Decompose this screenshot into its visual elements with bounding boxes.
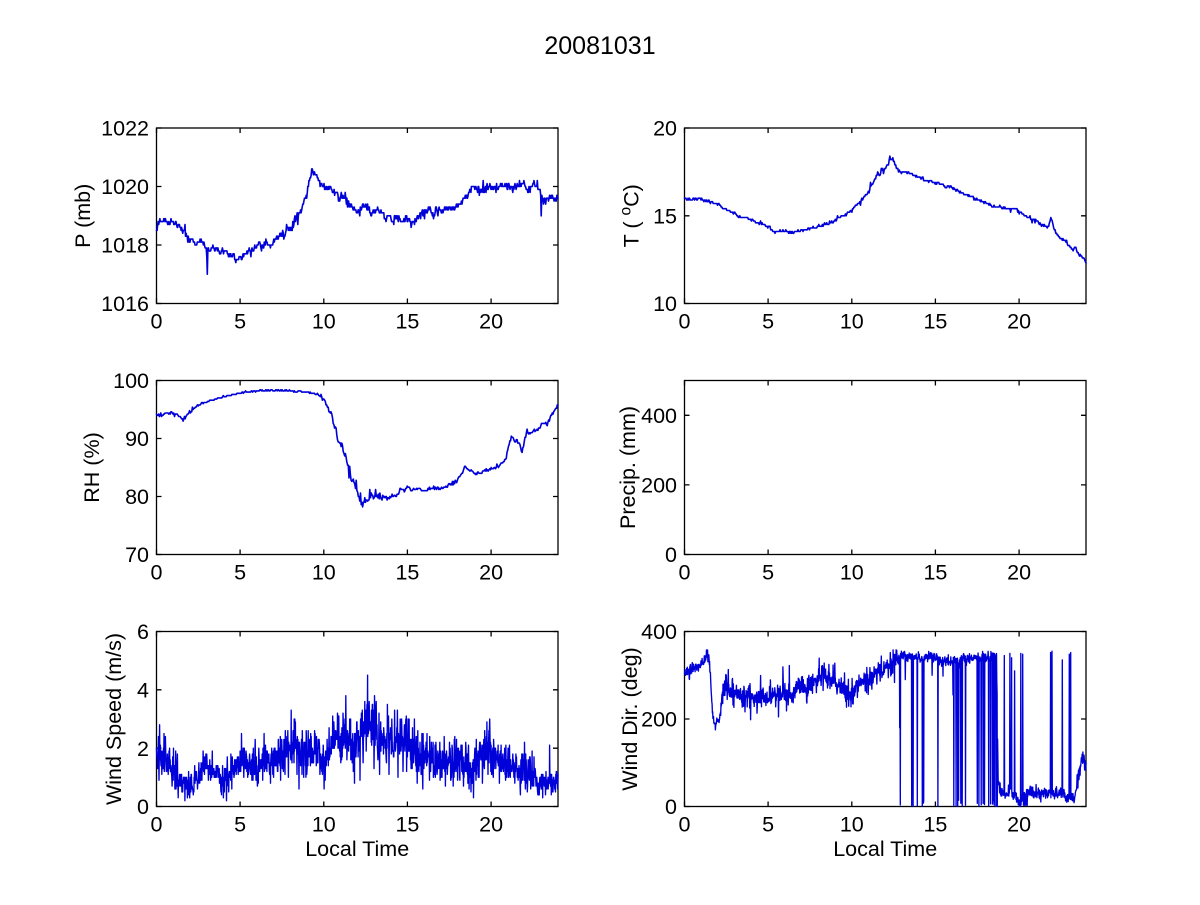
svg-text:5: 5 [234, 561, 246, 585]
svg-text:1022: 1022 [101, 117, 149, 141]
svg-text:RH (%): RH (%) [80, 432, 104, 502]
svg-text:5: 5 [234, 310, 246, 334]
svg-text:15: 15 [395, 813, 419, 837]
svg-text:20: 20 [653, 117, 677, 141]
svg-text:5: 5 [234, 813, 246, 837]
svg-text:Local Time: Local Time [305, 837, 409, 861]
svg-text:15: 15 [923, 561, 947, 585]
svg-text:0: 0 [151, 310, 163, 334]
svg-text:20: 20 [479, 813, 503, 837]
svg-text:Local Time: Local Time [833, 837, 937, 861]
svg-text:400: 400 [641, 404, 677, 428]
svg-text:0: 0 [679, 561, 691, 585]
svg-text:70: 70 [125, 543, 149, 567]
svg-text:Wind Speed (m/s): Wind Speed (m/s) [102, 633, 126, 805]
svg-text:20: 20 [1007, 310, 1031, 334]
svg-text:10: 10 [312, 813, 336, 837]
svg-text:0: 0 [679, 310, 691, 334]
svg-text:10: 10 [653, 292, 677, 316]
svg-text:1018: 1018 [101, 234, 149, 258]
svg-text:0: 0 [137, 795, 149, 819]
svg-text:80: 80 [125, 485, 149, 509]
svg-text:P (mb): P (mb) [71, 184, 95, 248]
svg-text:0: 0 [665, 543, 677, 567]
svg-text:Wind Dir. (deg): Wind Dir. (deg) [618, 647, 642, 790]
svg-text:5: 5 [762, 310, 774, 334]
svg-text:20: 20 [1007, 561, 1031, 585]
svg-text:10: 10 [312, 561, 336, 585]
svg-text:20: 20 [479, 310, 503, 334]
svg-text:0: 0 [151, 813, 163, 837]
svg-text:10: 10 [840, 561, 864, 585]
svg-text:10: 10 [840, 813, 864, 837]
svg-text:5: 5 [762, 813, 774, 837]
svg-text:0: 0 [665, 795, 677, 819]
svg-text:20081031: 20081031 [544, 32, 655, 60]
svg-text:10: 10 [840, 310, 864, 334]
svg-text:200: 200 [641, 708, 677, 732]
svg-text:10: 10 [312, 310, 336, 334]
svg-text:200: 200 [641, 474, 677, 498]
svg-text:T ( oC): T ( oC) [618, 184, 644, 247]
svg-text:90: 90 [125, 427, 149, 451]
svg-text:100: 100 [113, 369, 149, 393]
svg-text:400: 400 [641, 620, 677, 644]
svg-text:20: 20 [479, 561, 503, 585]
svg-text:15: 15 [395, 561, 419, 585]
svg-text:15: 15 [395, 310, 419, 334]
svg-text:0: 0 [151, 561, 163, 585]
svg-text:20: 20 [1007, 813, 1031, 837]
svg-text:15: 15 [923, 310, 947, 334]
svg-text:1020: 1020 [101, 175, 149, 199]
svg-text:6: 6 [137, 620, 149, 644]
svg-text:1016: 1016 [101, 292, 149, 316]
svg-text:Precip. (mm): Precip. (mm) [616, 406, 640, 529]
svg-text:15: 15 [923, 813, 947, 837]
svg-text:15: 15 [653, 204, 677, 228]
svg-text:4: 4 [137, 679, 149, 703]
svg-text:5: 5 [762, 561, 774, 585]
svg-text:0: 0 [679, 813, 691, 837]
svg-text:2: 2 [137, 737, 149, 761]
